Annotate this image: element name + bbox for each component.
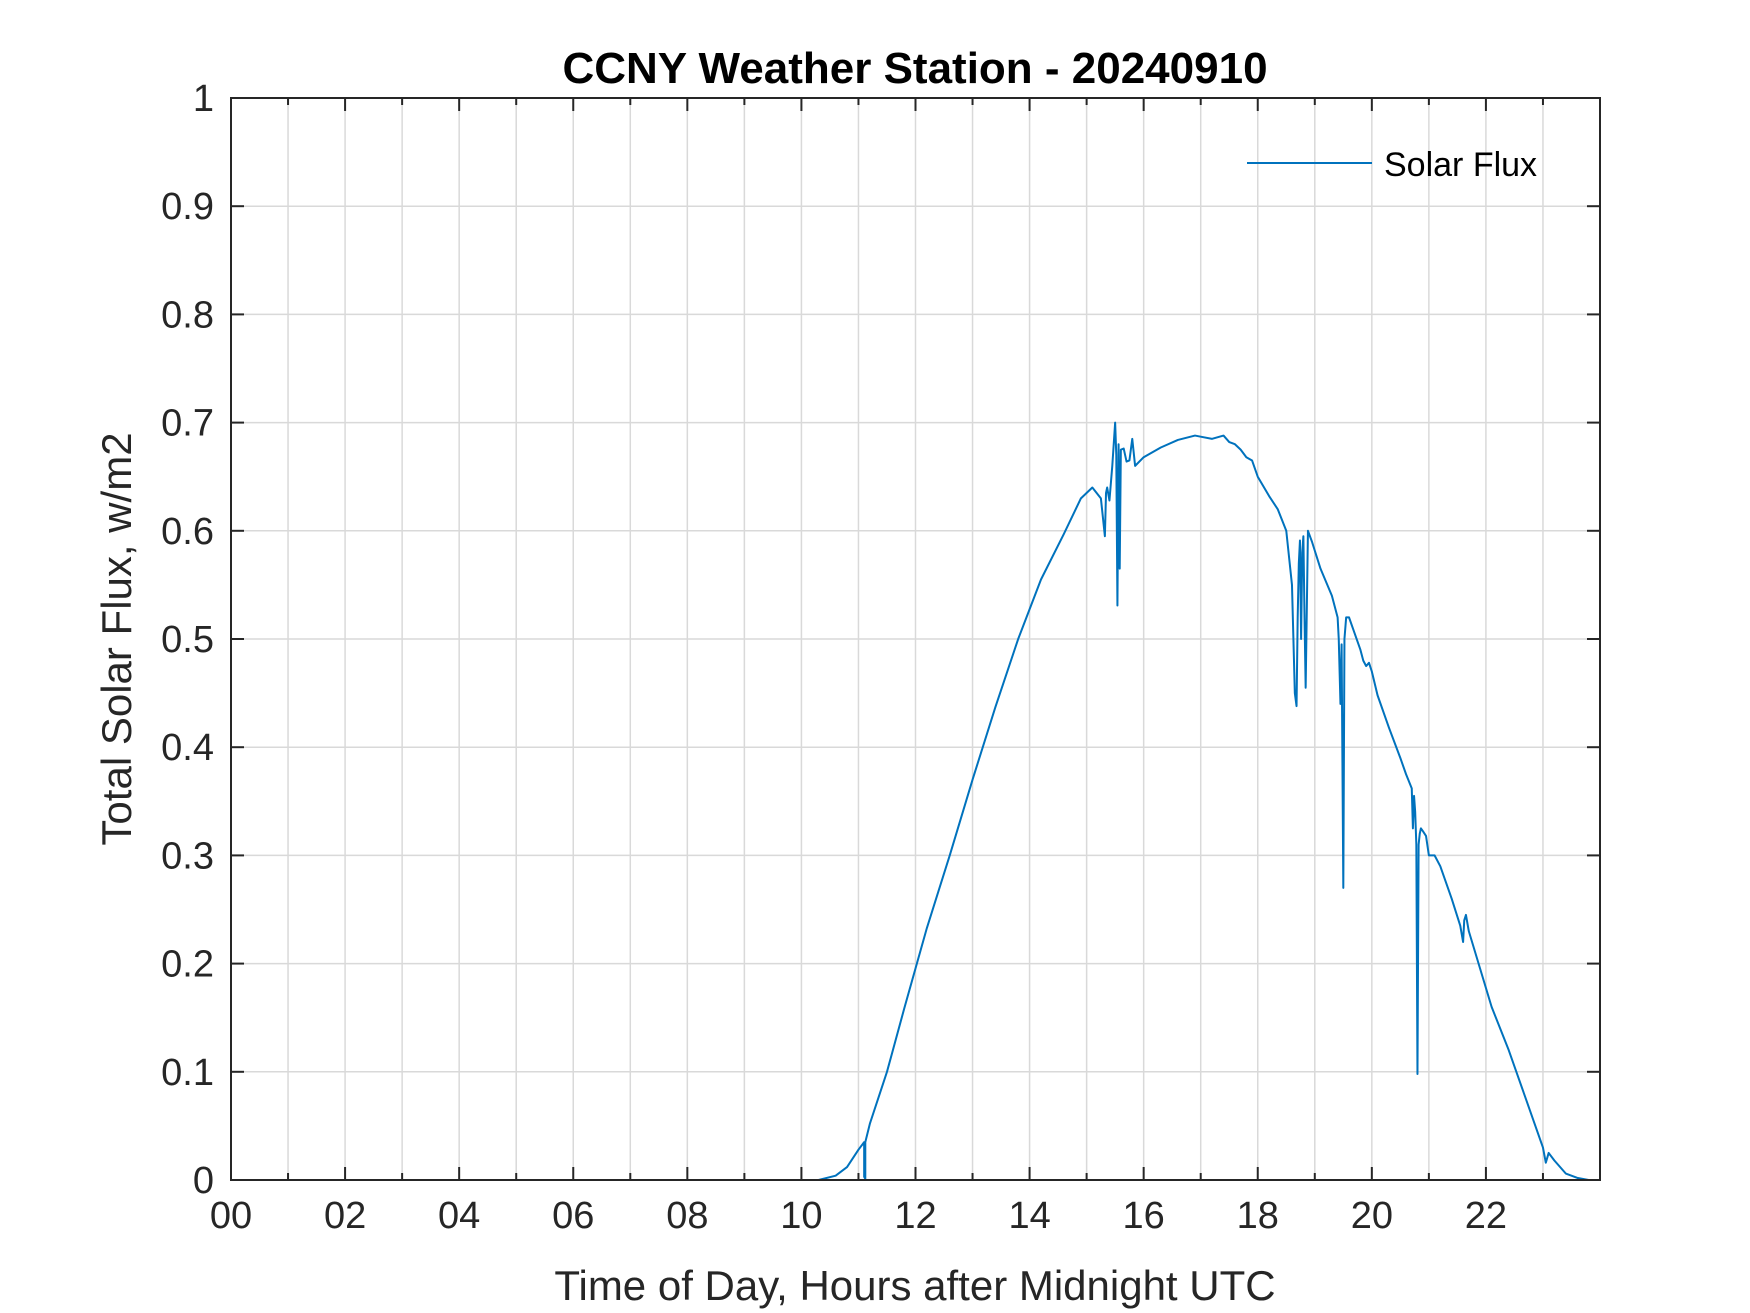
y-tick-label: 1 — [193, 78, 214, 120]
y-tick-label: 0.2 — [161, 944, 214, 986]
y-tick-labels: 0 0.1 0.2 0.3 0.4 0.5 0.6 0.7 0.8 0.9 1 — [161, 78, 214, 1202]
x-axis-label: Time of Day, Hours after Midnight UTC — [554, 1262, 1275, 1309]
plot-frame — [230, 97, 1601, 1181]
x-tick-label: 20 — [1351, 1195, 1393, 1237]
y-tick-label: 0.9 — [161, 186, 214, 228]
x-tick-label: 00 — [210, 1195, 252, 1237]
y-tick-label: 0.6 — [161, 511, 214, 553]
y-tick-label: 0.1 — [161, 1052, 214, 1094]
series-line-solar-flux — [231, 421, 1598, 1180]
series-layer — [231, 421, 1598, 1180]
legend: Solar Flux — [1247, 146, 1537, 184]
x-tick-label: 10 — [780, 1195, 822, 1237]
y-tick-label: 0.7 — [161, 403, 214, 445]
y-axis-label: Total Solar Flux, w/m2 — [93, 432, 140, 845]
x-tick-label: 22 — [1465, 1195, 1507, 1237]
y-tick-label: 0 — [193, 1160, 214, 1202]
x-tick-label: 04 — [438, 1195, 480, 1237]
x-tick-label: 14 — [1008, 1195, 1050, 1237]
y-tick-label: 0.8 — [161, 294, 214, 336]
chart-title: CCNY Weather Station - 20240910 — [562, 44, 1267, 93]
x-tick-label: 16 — [1123, 1195, 1165, 1237]
x-tick-label: 06 — [552, 1195, 594, 1237]
y-tick-label: 0.3 — [161, 835, 214, 877]
x-tick-label: 02 — [324, 1195, 366, 1237]
x-tick-labels: 00 02 04 06 08 10 12 14 16 18 20 22 — [210, 1195, 1507, 1237]
y-tick-label: 0.4 — [161, 727, 214, 769]
x-tick-label: 08 — [666, 1195, 708, 1237]
x-tick-label: 12 — [894, 1195, 936, 1237]
x-tick-label: 18 — [1237, 1195, 1279, 1237]
grid-lines — [231, 98, 1600, 1180]
y-tick-label: 0.5 — [161, 619, 214, 661]
legend-label-solar-flux: Solar Flux — [1384, 146, 1537, 184]
